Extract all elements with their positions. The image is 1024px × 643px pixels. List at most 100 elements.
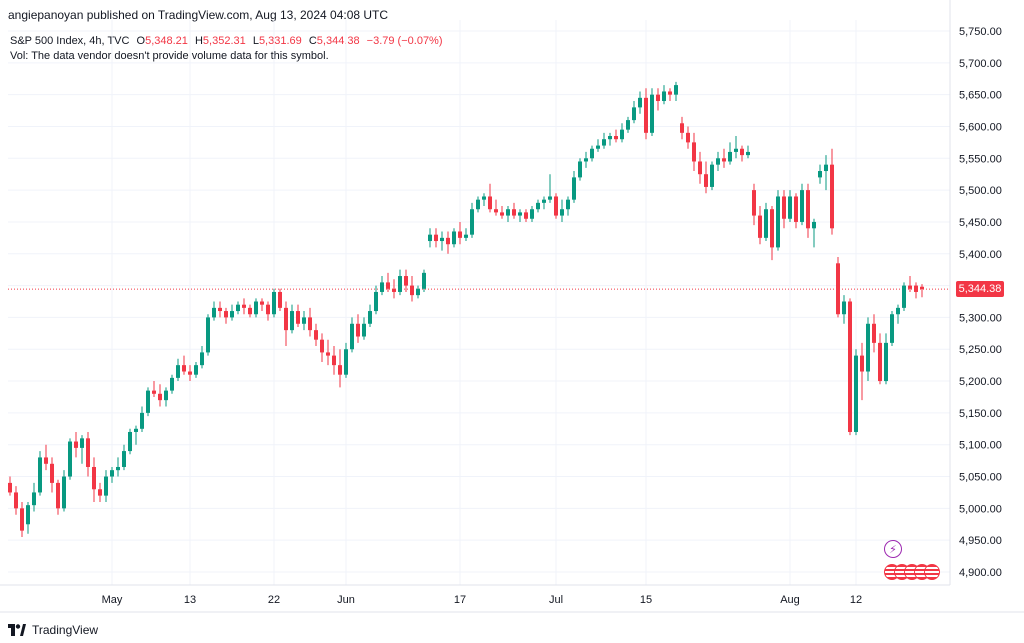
volume-note: Vol: The data vendor doesn't provide vol… [10, 50, 329, 62]
candle-body [632, 107, 636, 121]
candle-body [476, 199, 480, 210]
x-tick-label: Jul [549, 594, 563, 606]
y-tick-label: 5,200.00 [959, 376, 1002, 388]
candle-body [686, 132, 690, 143]
candles [8, 81, 924, 537]
candle-body [176, 365, 180, 378]
candle-body [356, 323, 360, 337]
candle-body [920, 286, 924, 290]
y-tick-label: 5,150.00 [959, 408, 1002, 420]
candle-body [530, 209, 534, 219]
candle-body [878, 342, 882, 382]
candle-body [914, 285, 918, 292]
time-axis[interactable]: May 13 22 Jun 17 Jul 15 Aug 12 [102, 594, 863, 606]
y-tick-label: 5,500.00 [959, 185, 1002, 197]
candle-body [404, 276, 408, 286]
x-tick-label: 15 [640, 594, 652, 606]
candle-body [290, 311, 294, 331]
candle-body [518, 212, 522, 216]
x-tick-label: Aug [780, 594, 800, 606]
candle-body [692, 142, 696, 162]
candle-body [812, 221, 816, 229]
candle-body [320, 339, 324, 353]
candle-body [536, 202, 540, 210]
candle-body [416, 288, 420, 296]
candle-body [434, 234, 438, 242]
candle-body [680, 123, 684, 133]
candle-body [350, 323, 354, 350]
candle-body [902, 285, 906, 308]
y-tick-label: 5,600.00 [959, 121, 1002, 133]
candle-body [722, 158, 726, 162]
brand-label: TradingView [32, 623, 99, 637]
price-axis[interactable]: 5,750.00 5,700.00 5,650.00 5,600.00 5,550.00… [959, 26, 1002, 579]
candle-body [740, 148, 744, 156]
candle-body [794, 196, 798, 222]
candle-body [230, 311, 234, 318]
candle-body [98, 489, 102, 496]
y-tick-label: 4,900.00 [959, 567, 1002, 579]
candle-body [260, 301, 264, 305]
x-tick-label: 12 [850, 594, 862, 606]
candle-body [896, 307, 900, 315]
candle-body [770, 209, 774, 248]
candle-body [242, 304, 246, 308]
y-tick-label: 5,750.00 [959, 26, 1002, 38]
candle-body [344, 349, 348, 375]
candle-body [182, 365, 186, 372]
grid-lines [8, 20, 950, 585]
candle-body [74, 441, 78, 448]
lightning-icon[interactable]: ⚡ [884, 540, 902, 558]
last-price-tag: 5,344.38 [956, 281, 1004, 298]
candle-body [764, 209, 768, 238]
candle-body [368, 311, 372, 324]
candle-body [26, 505, 30, 525]
candle-body [836, 263, 840, 315]
ohlc-row: S&P 500 Index, 4h, TVC O5,348.21 H5,352.… [10, 34, 443, 49]
candle-body [758, 215, 762, 238]
candle-body [308, 317, 312, 331]
candle-body [248, 307, 252, 315]
candle-body [542, 199, 546, 203]
y-tick-label: 5,000.00 [959, 503, 1002, 515]
chart-legend: S&P 500 Index, 4h, TVC O5,348.21 H5,352.… [10, 34, 443, 64]
candle-body [164, 390, 168, 401]
candle-body [272, 291, 276, 315]
candle-body [626, 120, 630, 130]
footer-brand[interactable]: TradingView [8, 623, 98, 637]
candle-body [656, 94, 660, 102]
candle-body [620, 129, 624, 140]
candle-body [218, 307, 222, 312]
candle-body [698, 161, 702, 175]
open-value: 5,348.21 [145, 35, 188, 47]
candle-body [452, 231, 456, 245]
y-tick-label: 5,450.00 [959, 217, 1002, 229]
candle-body [668, 91, 672, 95]
candle-body [104, 476, 108, 496]
y-tick-label: 5,050.00 [959, 472, 1002, 484]
candle-body [440, 237, 444, 242]
us-flag-icon[interactable] [924, 564, 940, 580]
axis-lines [0, 0, 1024, 613]
candle-body [650, 94, 654, 133]
candle-body [380, 282, 384, 292]
candle-body [428, 234, 432, 242]
candle-body [788, 196, 792, 219]
candle-body [20, 508, 24, 531]
candle-body [92, 466, 96, 490]
candle-body [776, 196, 780, 248]
candle-body [200, 352, 204, 366]
candle-body [734, 148, 738, 152]
candle-body [284, 307, 288, 331]
candle-body [908, 285, 912, 289]
symbol-label[interactable]: S&P 500 Index, 4h, TVC [10, 35, 130, 47]
candle-body [866, 323, 870, 372]
candle-body [14, 492, 18, 509]
candle-body [494, 209, 498, 213]
candle-body [146, 390, 150, 413]
candle-body [110, 470, 114, 477]
candle-body [278, 291, 282, 308]
candle-body [488, 196, 492, 210]
candle-body [212, 307, 216, 318]
